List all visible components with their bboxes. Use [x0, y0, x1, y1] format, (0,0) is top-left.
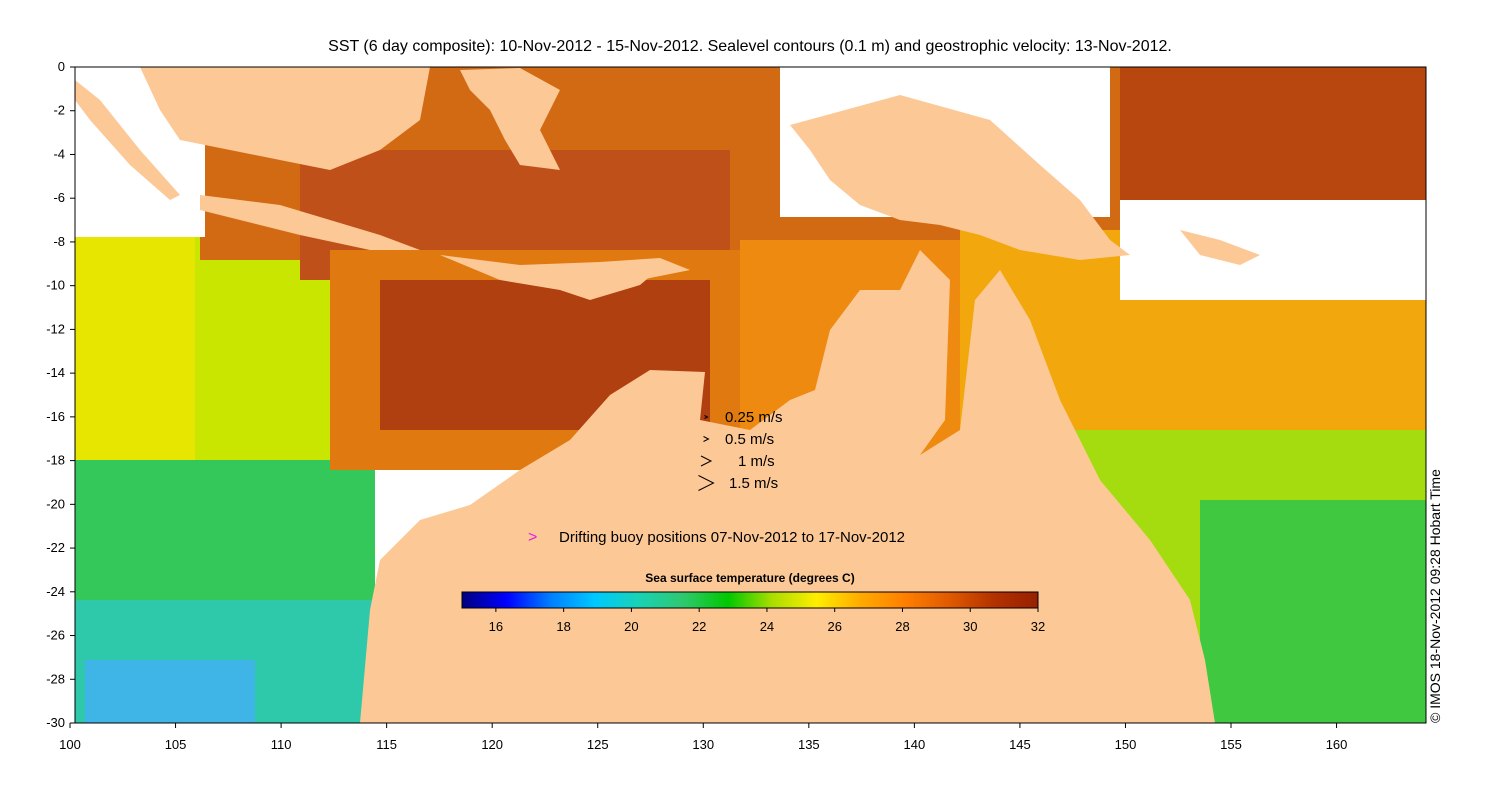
- velocity-arrow-icon: [703, 436, 710, 442]
- colorbar-tick-label: 28: [895, 619, 909, 634]
- lon-tick-label: 155: [1220, 737, 1242, 752]
- latitude-axis: 0 -2 -4 -6 -8 -10 -12 -14 -16 -18 -20 -22 -24 -26 -28 -…: [46, 59, 75, 730]
- velocity-legend: 0.25 m/s 0.5 m/s 1 m/s 1.5 m/s: [698, 409, 783, 492]
- colorbar-tick-label: 22: [692, 619, 706, 634]
- lat-tick-label: -14: [46, 365, 65, 380]
- lon-tick-label: 130: [692, 737, 714, 752]
- colorbar-bar: [461, 591, 1039, 609]
- lon-tick-label: 135: [798, 737, 820, 752]
- lat-tick-label: -30: [46, 715, 65, 730]
- velocity-arrow-icon: [700, 455, 713, 467]
- velocity-legend-label: 1 m/s: [738, 453, 775, 470]
- lon-tick-label: 140: [904, 737, 926, 752]
- colorbar-tick-label: 32: [1031, 619, 1045, 634]
- lon-tick-label: 100: [59, 737, 81, 752]
- colorbar-tick-label: 20: [624, 619, 638, 634]
- lat-tick-label: -8: [53, 234, 65, 249]
- lat-tick-label: -18: [46, 453, 65, 468]
- sst-region-southwest-blue: [85, 660, 255, 723]
- lon-tick-label: 105: [165, 737, 187, 752]
- lat-tick-label: -16: [46, 409, 65, 424]
- land-timor: [560, 268, 660, 300]
- colorbar-tick-label: 24: [760, 619, 774, 634]
- buoy-symbol: >: [528, 529, 537, 546]
- velocity-legend-label: 0.5 m/s: [725, 431, 774, 448]
- velocity-legend-label: 1.5 m/s: [729, 475, 778, 492]
- velocity-arrow-icon: [704, 415, 709, 419]
- lat-tick-label: -6: [53, 190, 65, 205]
- colorbar-tick-label: 16: [489, 619, 503, 634]
- colorbar-tick-label: 30: [963, 619, 977, 634]
- lat-tick-label: -4: [53, 146, 65, 161]
- lon-tick-label: 115: [376, 737, 397, 752]
- sst-region-west-yellow: [75, 235, 195, 465]
- credit-text: © IMOS 18-Nov-2012 09:28 Hobart Time: [1427, 469, 1443, 723]
- velocity-arrow-icon: [698, 475, 715, 491]
- lon-tick-label: 110: [271, 737, 292, 752]
- page-title: SST (6 day composite): 10-Nov-2012 - 15-…: [328, 38, 1172, 55]
- land-new-guinea: [790, 95, 1130, 260]
- colorbar: Sea surface temperature (degrees C) 16 18…: [461, 571, 1045, 634]
- lat-tick-label: -24: [46, 584, 65, 599]
- land-borneo: [140, 67, 430, 170]
- lat-tick-label: -22: [46, 540, 65, 555]
- buoy-legend-label: Drifting buoy positions 07-Nov-2012 to 1…: [559, 529, 905, 546]
- land-sumatra: [75, 80, 180, 200]
- velocity-legend-label: 0.25 m/s: [725, 409, 783, 426]
- colorbar-tick-label: 18: [556, 619, 570, 634]
- map-frame: [74, 66, 1427, 724]
- colorbar-tick-label: 26: [827, 619, 841, 634]
- land-new-britain: [1180, 230, 1260, 265]
- colorbar-ticks: 16 18 20 22 24 26 28 30 32: [489, 608, 1045, 634]
- cloud-gap-pacific: [1120, 200, 1426, 300]
- lat-tick-label: -20: [46, 496, 65, 511]
- lon-tick-label: 150: [1115, 737, 1137, 752]
- land-java: [200, 195, 420, 250]
- buoy-legend: > Drifting buoy positions 07-Nov-2012 to…: [528, 529, 905, 546]
- lat-tick-label: 0: [58, 59, 65, 74]
- map-plot-area: [75, 67, 1426, 723]
- lat-tick-label: -12: [46, 321, 65, 336]
- lon-tick-label: 160: [1326, 737, 1348, 752]
- lat-tick-label: -26: [46, 628, 65, 643]
- longitude-axis: 100 105 110 115 120 125 130 135 140 145 150 155 160: [59, 723, 1347, 752]
- lat-tick-label: -2: [53, 103, 65, 118]
- lon-tick-label: 120: [481, 737, 503, 752]
- lon-tick-label: 125: [587, 737, 609, 752]
- colorbar-title: Sea surface temperature (degrees C): [645, 571, 854, 585]
- lat-tick-label: -28: [46, 671, 65, 686]
- land-sulawesi: [460, 68, 560, 170]
- sst-region-tasman-green: [1200, 500, 1426, 723]
- lat-tick-label: -10: [46, 278, 65, 293]
- lon-tick-label: 145: [1009, 737, 1031, 752]
